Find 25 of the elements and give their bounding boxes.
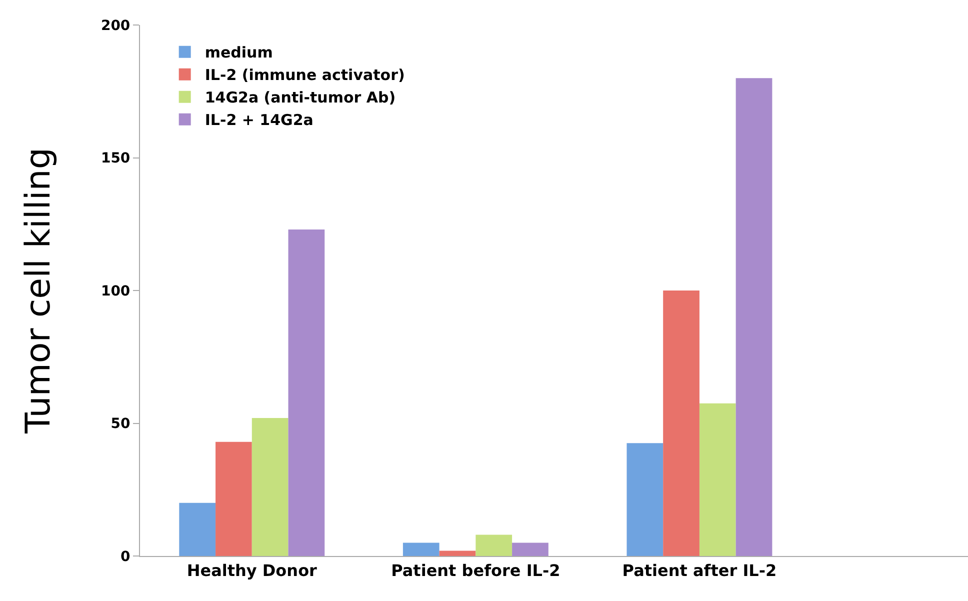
legend-label: 14G2a (anti-tumor Ab) [204,88,396,107]
y-tick-label: 150 [100,150,130,167]
legend-label: medium [204,44,273,62]
x-tick-label: Healthy Donor [186,561,318,580]
y-tick-label: 50 [110,416,130,432]
bar [288,229,325,556]
bar [736,78,772,556]
bar [476,534,512,556]
bar [512,542,548,556]
x-tick-label: Patient after IL-2 [622,561,777,580]
y-tick-label: 0 [120,548,130,565]
y-tick-label: 100 [100,283,130,300]
y-axis-title: Tumor cell killing [18,148,59,434]
bar [252,418,288,556]
bar [626,443,664,556]
bar [179,502,216,556]
bar [216,442,252,556]
y-tick-label: 200 [100,18,130,34]
bar [402,542,440,556]
legend-label: IL-2 (immune activator) [204,66,405,84]
bar [699,403,736,556]
bar [663,290,700,556]
x-tick-label: Patient before IL-2 [391,561,560,580]
bar [439,550,476,556]
legend-label: IL-2 + 14G2a [204,111,314,130]
